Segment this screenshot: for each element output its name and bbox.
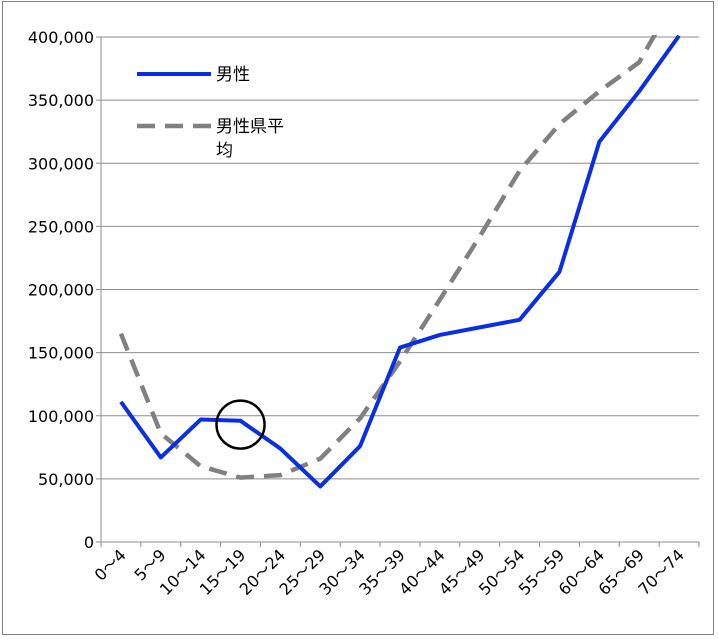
y-tick-label: 300,000 — [28, 154, 94, 173]
y-tick-label: 250,000 — [28, 217, 94, 236]
y-tick-label: 0 — [84, 533, 94, 552]
gridlines — [101, 36, 699, 480]
y-tick-label: 200,000 — [28, 281, 94, 300]
y-tick-label: 50,000 — [38, 470, 94, 489]
annotation-circle — [215, 399, 266, 450]
y-tick-label: 400,000 — [28, 28, 94, 47]
y-tick-label: 100,000 — [28, 407, 94, 426]
x-tick-label: 0～4 — [91, 545, 130, 584]
y-tick-label: 150,000 — [28, 344, 94, 363]
axes — [96, 36, 700, 547]
legend-label: 男性県平 — [216, 117, 284, 137]
y-axis-tick-labels: 0 50,000 100,000 150,000 200,000 250,000 300,0… — [28, 28, 94, 552]
legend-label: 男性 — [216, 65, 250, 85]
legend-label: 均 — [216, 141, 233, 161]
annotations — [215, 399, 266, 450]
series-line-1 — [118, 35, 658, 480]
y-tick-label: 350,000 — [28, 91, 94, 110]
series-line-0 — [119, 35, 681, 489]
x-axis-tick-labels: 0～4 5～910～1415～1920～2425～2930～3435～3940～4… — [91, 545, 688, 599]
series-lines — [118, 35, 681, 489]
